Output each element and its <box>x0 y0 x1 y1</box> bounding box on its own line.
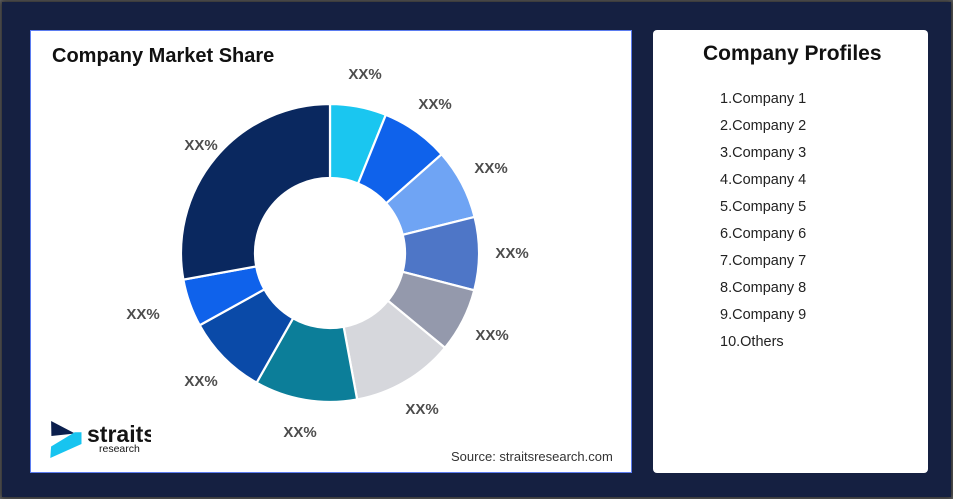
svg-text:XX%: XX% <box>283 424 316 441</box>
svg-text:XX%: XX% <box>126 306 159 323</box>
svg-text:XX%: XX% <box>418 96 451 113</box>
svg-text:XX%: XX% <box>495 245 528 262</box>
svg-text:XX%: XX% <box>474 160 507 177</box>
svg-text:XX%: XX% <box>184 137 217 154</box>
svg-text:XX%: XX% <box>405 401 438 418</box>
svg-text:XX%: XX% <box>184 373 217 390</box>
svg-text:XX%: XX% <box>475 327 508 344</box>
svg-text:XX%: XX% <box>348 66 381 83</box>
